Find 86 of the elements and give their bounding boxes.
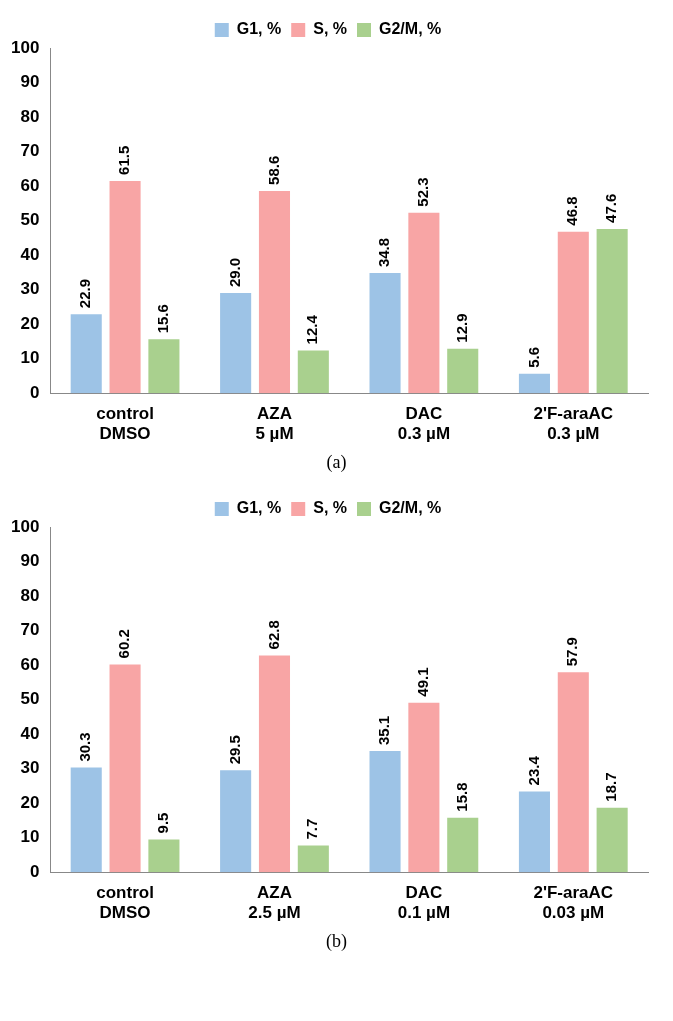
bar <box>220 293 252 394</box>
x-tick-label: control DMSO <box>96 404 154 444</box>
data-label: 18.7 <box>602 772 620 802</box>
legend-label: S, % <box>313 499 348 517</box>
text: (a) <box>325 452 348 473</box>
bar <box>408 212 440 394</box>
bar <box>109 180 141 394</box>
y-tick-label: 90 <box>20 72 40 92</box>
data-label: 30.3 <box>76 732 94 762</box>
y-tick-label: 10 <box>20 827 40 847</box>
y-tick-label: 50 <box>20 210 40 230</box>
bar <box>70 314 102 394</box>
bar <box>297 350 329 394</box>
y-tick-label: 90 <box>20 551 40 571</box>
y-tick-label: 70 <box>20 141 40 161</box>
x-tick-label: DAC 0.1 µM <box>397 883 451 923</box>
bar <box>70 767 102 873</box>
data-label: 62.8 <box>264 620 282 650</box>
data-label: 12.9 <box>452 313 470 343</box>
bar <box>596 807 628 873</box>
bar <box>408 702 440 873</box>
data-label: 52.3 <box>414 177 432 207</box>
data-label: 23.4 <box>524 755 542 786</box>
legend-label: G2/M, % <box>379 20 442 38</box>
y-tick-label: 60 <box>20 654 40 674</box>
bar <box>148 839 180 873</box>
y-tick-label: 30 <box>20 279 40 299</box>
y-tick-label: 0 <box>29 382 40 402</box>
bar <box>518 791 550 873</box>
bar <box>369 751 401 873</box>
y-tick-label: 20 <box>20 313 40 333</box>
data-label: 7.7 <box>303 818 321 840</box>
legend-label: S, % <box>313 20 348 38</box>
bar <box>297 845 329 873</box>
y-tick-label: 50 <box>20 689 40 709</box>
bar <box>557 231 589 394</box>
x-tick-label: 2'F-araAC 0.3 µM <box>533 404 614 444</box>
y-tick-label: 60 <box>20 175 40 195</box>
data-label: 5.6 <box>524 347 542 368</box>
bar <box>447 817 479 873</box>
data-label: 46.8 <box>563 196 581 226</box>
y-tick-label: 70 <box>20 620 40 640</box>
x-tick-label: 2'F-araAC 0.03 µM <box>533 883 614 923</box>
data-label: 15.8 <box>452 782 470 812</box>
y-tick-label: 20 <box>20 792 40 812</box>
y-tick-label: 40 <box>20 244 40 264</box>
data-label: 12.4 <box>303 314 321 345</box>
y-tick-label: 80 <box>20 585 40 605</box>
data-label: 47.6 <box>602 193 620 223</box>
data-label: 58.6 <box>264 155 282 185</box>
bar <box>220 770 252 873</box>
data-label: 57.9 <box>563 637 581 667</box>
bar <box>447 348 479 394</box>
data-label: 49.1 <box>414 667 432 697</box>
bar <box>557 672 589 873</box>
bar <box>148 339 180 394</box>
legend-label: G1, % <box>236 20 282 38</box>
data-label: 15.6 <box>154 304 172 334</box>
legend-label: G1, % <box>236 499 282 517</box>
x-tick-label: AZA 2.5 µM <box>248 883 301 923</box>
y-tick-label: 100 <box>10 516 40 536</box>
bar <box>596 228 628 394</box>
data-label: 60.2 <box>115 629 133 659</box>
y-tick-label: 80 <box>20 106 40 126</box>
y-tick-label: 40 <box>20 723 40 743</box>
bar <box>258 190 291 394</box>
y-tick-label: 30 <box>20 758 40 778</box>
data-label: 22.9 <box>76 278 94 309</box>
x-tick-label: DAC 0.3 µM <box>397 404 451 444</box>
x-tick-label: control DMSO <box>96 883 154 923</box>
bar <box>518 373 550 394</box>
bar <box>369 273 401 394</box>
x-tick-label: AZA 5 µM <box>255 404 294 444</box>
data-label: 34.8 <box>375 237 393 268</box>
legend-label: G2/M, % <box>379 499 442 517</box>
text: (b) <box>325 931 348 952</box>
y-tick-label: 100 <box>10 37 40 57</box>
data-label: 29.5 <box>225 735 243 765</box>
y-tick-label: 10 <box>20 348 40 368</box>
bar <box>258 655 291 873</box>
data-label: 29.0 <box>225 257 243 288</box>
data-label: 61.5 <box>115 145 133 175</box>
data-label: 9.5 <box>154 812 172 834</box>
data-label: 35.1 <box>375 715 393 746</box>
bar <box>109 664 141 873</box>
y-tick-label: 0 <box>29 861 40 881</box>
